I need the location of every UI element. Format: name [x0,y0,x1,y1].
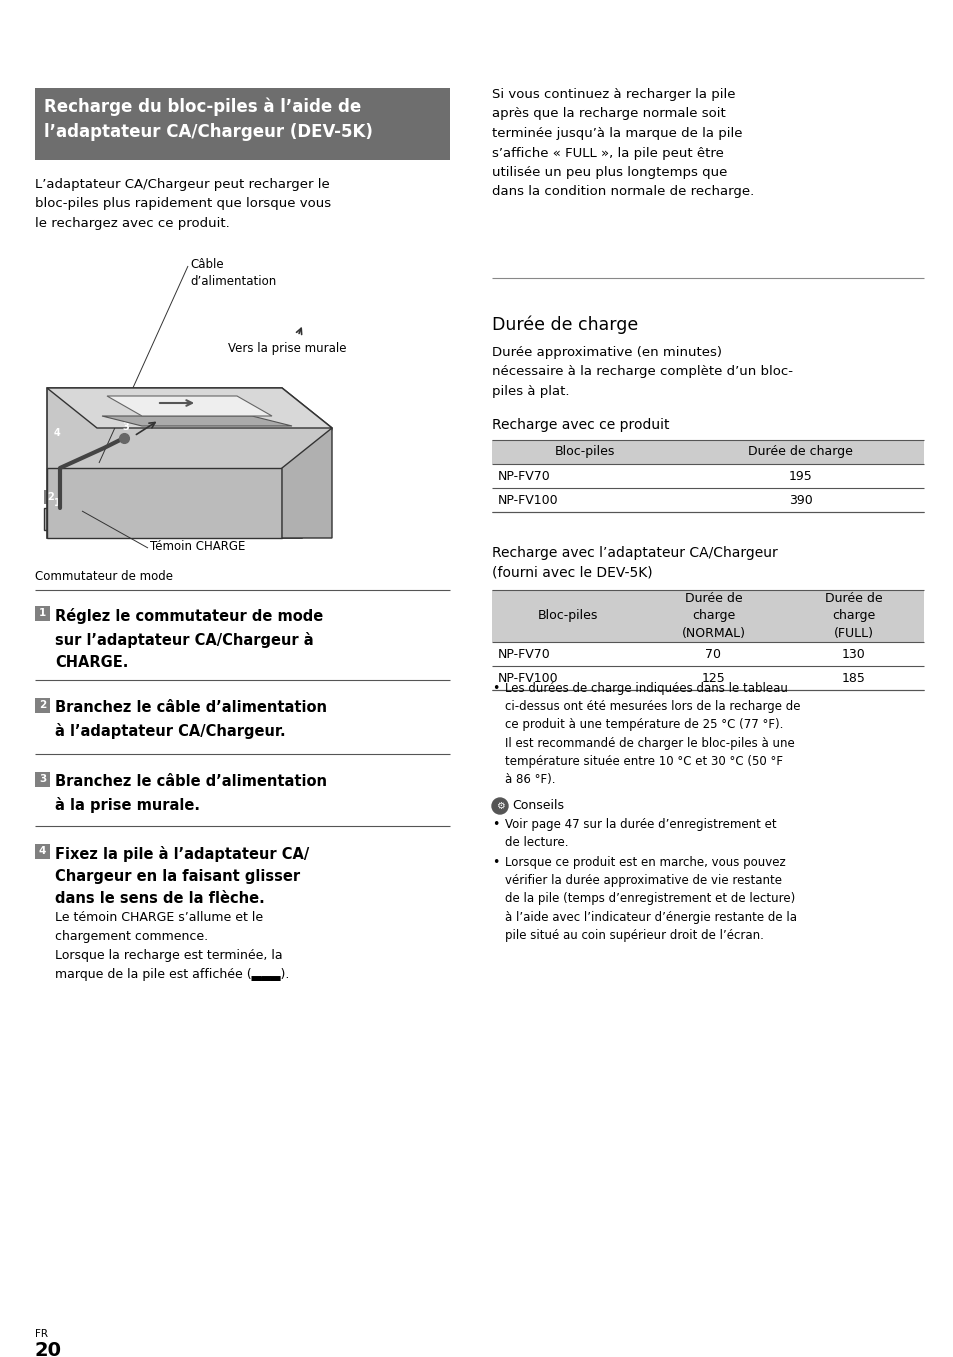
Polygon shape [282,427,332,537]
Text: •: • [492,683,498,695]
Text: Voir page 47 sur la durée d’enregistrement et
de lecture.: Voir page 47 sur la durée d’enregistreme… [504,818,776,849]
Text: Recharge du bloc-piles à l’aide de
l’adaptateur CA/Chargeur (DEV-5K): Recharge du bloc-piles à l’aide de l’ada… [44,96,373,141]
Text: 4: 4 [53,427,60,438]
Text: 1: 1 [39,608,46,619]
Text: Commutateur de mode: Commutateur de mode [35,570,172,584]
Text: 1: 1 [53,498,60,508]
Text: Témoin CHARGE: Témoin CHARGE [150,540,245,554]
Text: Le témoin CHARGE s’allume et le
chargement commence.
Lorsque la recharge est ter: Le témoin CHARGE s’allume et le chargeme… [55,911,289,981]
Text: 20: 20 [35,1341,62,1357]
Text: 70: 70 [704,647,720,661]
Bar [119,421,132,434]
Text: Vers la prise murale: Vers la prise murale [228,342,346,356]
Polygon shape [107,396,272,417]
Text: Durée approximative (en minutes)
nécessaire à la recharge complète d’un bloc-
pi: Durée approximative (en minutes) nécessa… [492,346,792,398]
Text: L’adaptateur CA/Chargeur peut recharger le
bloc-piles plus rapidement que lorsqu: L’adaptateur CA/Chargeur peut recharger … [35,178,331,229]
Bar [492,590,923,642]
Circle shape [492,798,507,814]
Bar [44,490,58,503]
Text: 3: 3 [123,422,130,432]
Bar [35,844,50,859]
Text: ⚙: ⚙ [496,801,504,811]
Bar [35,772,50,787]
Text: Branchez le câble d’alimentation
à la prise murale.: Branchez le câble d’alimentation à la pr… [55,773,327,813]
Polygon shape [47,468,282,537]
Text: NP-FV100: NP-FV100 [497,494,558,506]
Text: NP-FV100: NP-FV100 [497,672,558,684]
Bar [50,426,64,440]
Text: •: • [492,818,498,830]
Text: Lorsque ce produit est en marche, vous pouvez
vérifier la durée approximative de: Lorsque ce produit est en marche, vous p… [504,856,796,942]
Text: Câble
d’alimentation: Câble d’alimentation [190,258,276,288]
Text: 4: 4 [39,847,46,856]
Bar [35,88,450,160]
Text: 195: 195 [788,470,812,483]
Bar [50,497,64,510]
Text: 125: 125 [700,672,724,684]
Bar [35,697,50,712]
Polygon shape [102,417,292,426]
Text: 2: 2 [39,700,46,711]
Text: Réglez le commutateur de mode
sur l’adaptateur CA/Chargeur à
CHARGE.: Réglez le commutateur de mode sur l’adap… [55,608,323,670]
Text: NP-FV70: NP-FV70 [497,470,550,483]
Text: NP-FV70: NP-FV70 [497,647,550,661]
Text: Recharge avec ce produit: Recharge avec ce produit [492,418,669,432]
Bar [71,503,84,512]
Text: Fixez la pile à l’adaptateur CA/
Chargeur en la faisant glisser
dans le sens de : Fixez la pile à l’adaptateur CA/ Chargeu… [55,845,309,906]
Text: Durée de charge: Durée de charge [492,316,638,334]
Bar [492,440,923,464]
Text: •: • [492,856,498,868]
Text: FR: FR [35,1329,48,1339]
Polygon shape [47,388,332,427]
Text: Branchez le câble d’alimentation
à l’adaptateur CA/Chargeur.: Branchez le câble d’alimentation à l’ada… [55,700,327,738]
Text: Si vous continuez à recharger la pile
après que la recharge normale soit
terminé: Si vous continuez à recharger la pile ap… [492,88,754,198]
Text: Durée de
charge
(NORMAL): Durée de charge (NORMAL) [680,593,744,639]
Bar [44,508,76,531]
Text: 130: 130 [841,647,864,661]
Text: Recharge avec l’adaptateur CA/Chargeur
(fourni avec le DEV-5K): Recharge avec l’adaptateur CA/Chargeur (… [492,546,777,579]
Bar [35,607,50,622]
Text: Durée de
charge
(FULL): Durée de charge (FULL) [824,593,882,639]
Bar [122,489,192,518]
Text: Bloc-piles: Bloc-piles [554,445,615,457]
Text: Les durées de charge indiquées dans le tableau
ci-dessus ont été mesurées lors d: Les durées de charge indiquées dans le t… [504,683,800,786]
Text: Durée de charge: Durée de charge [748,445,852,457]
Text: 185: 185 [841,672,864,684]
Polygon shape [47,388,332,537]
Text: 2: 2 [48,493,54,502]
Text: Bloc-piles: Bloc-piles [537,609,598,623]
Text: 3: 3 [39,775,46,784]
Text: 390: 390 [788,494,812,506]
Text: Conseils: Conseils [512,799,563,811]
